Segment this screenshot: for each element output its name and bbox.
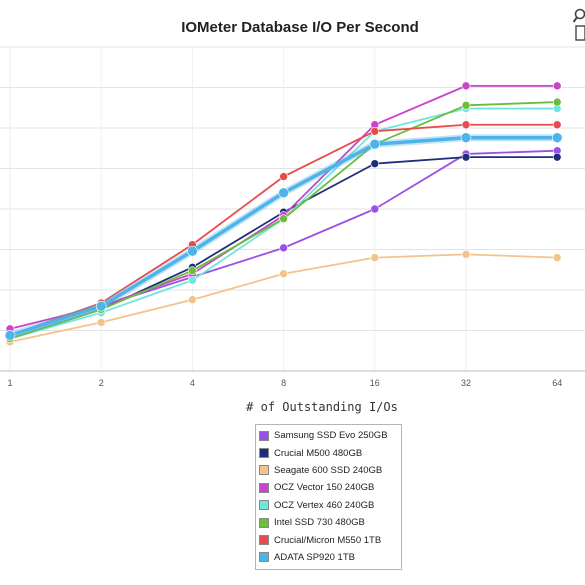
data-point	[460, 132, 472, 144]
data-point	[188, 266, 197, 275]
legend-swatch	[259, 482, 269, 493]
legend-label: Samsung SSD Evo 250GB	[274, 430, 388, 442]
data-point	[552, 120, 562, 130]
data-point	[279, 243, 288, 253]
legend-item[interactable]: Samsung SSD Evo 250GB	[256, 427, 401, 444]
legend-item[interactable]: Crucial M500 480GB	[256, 444, 401, 461]
data-point	[370, 126, 380, 136]
zoom-icon[interactable]	[573, 8, 585, 42]
legend-item[interactable]: OCZ Vertex 460 240GB	[256, 497, 401, 514]
legend-item[interactable]: Seagate 600 SSD 240GB	[256, 462, 401, 479]
legend-item[interactable]: OCZ Vector 150 240GB	[256, 479, 401, 496]
data-point	[279, 172, 288, 181]
legend-swatch	[259, 465, 269, 476]
legend-swatch	[259, 430, 269, 441]
legend-label: OCZ Vertex 460 240GB	[274, 499, 375, 511]
data-point	[369, 138, 381, 150]
data-point	[279, 269, 288, 279]
data-point	[461, 81, 471, 91]
legend-label: OCZ Vector 150 240GB	[274, 482, 375, 494]
data-point	[370, 159, 380, 168]
x-tick-label: 8	[281, 378, 286, 388]
legend-swatch	[259, 500, 269, 511]
x-axis-label: # of Outstanding I/Os	[246, 400, 398, 414]
series-2	[5, 250, 562, 347]
data-point	[96, 318, 106, 327]
data-point	[370, 204, 380, 214]
legend-label: Crucial/Micron M550 1TB	[274, 534, 382, 546]
legend-swatch	[259, 535, 269, 546]
data-point	[461, 250, 471, 259]
data-point	[279, 214, 288, 224]
data-point	[370, 253, 380, 262]
data-point	[551, 132, 563, 144]
chart-title: IOMeter Database I/O Per Second	[181, 19, 419, 36]
data-point	[552, 152, 562, 162]
data-point	[552, 253, 562, 262]
legend-label: Intel SSD 730 480GB	[274, 517, 365, 529]
data-point	[188, 295, 197, 305]
x-tick-label: 4	[190, 378, 195, 388]
legend-label: Crucial M500 480GB	[274, 447, 363, 459]
data-point	[188, 275, 197, 285]
data-point	[4, 330, 16, 341]
data-point	[552, 97, 562, 107]
legend-item[interactable]: Intel SSD 730 480GB	[256, 514, 401, 531]
data-point	[187, 245, 198, 257]
legend-label: ADATA SP920 1TB	[274, 551, 355, 563]
x-tick-label: 32	[461, 378, 471, 388]
legend-label: Seagate 600 SSD 240GB	[274, 464, 383, 476]
x-tick-label: 2	[99, 378, 104, 388]
data-point	[278, 187, 289, 199]
legend-swatch	[259, 517, 269, 528]
data-point	[95, 300, 107, 312]
legend: Samsung SSD Evo 250GB Crucial M500 480GB S…	[255, 424, 402, 571]
data-point	[461, 120, 471, 130]
legend-swatch	[259, 552, 269, 563]
data-point	[461, 101, 471, 110]
x-axis-ticks: 1 2 4 8 16 32 64	[7, 378, 562, 388]
x-tick-label: 1	[7, 378, 12, 388]
legend-item[interactable]: ADATA SP920 1TB	[256, 549, 401, 566]
x-tick-label: 16	[370, 378, 380, 388]
grid	[0, 46, 585, 372]
series-7	[4, 132, 563, 341]
legend-item[interactable]: Crucial/Micron M550 1TB	[256, 531, 401, 548]
x-tick-label: 64	[552, 378, 562, 388]
data-point	[552, 81, 562, 91]
series-layer	[4, 81, 563, 347]
legend-swatch	[259, 448, 269, 459]
data-point	[461, 152, 471, 162]
